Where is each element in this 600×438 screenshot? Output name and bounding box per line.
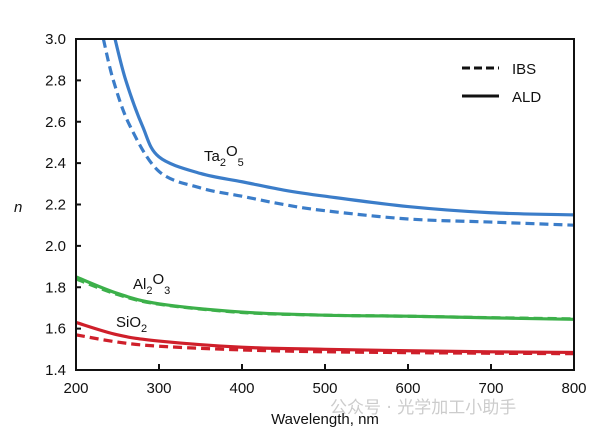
annotation-part: 2 [220, 157, 226, 169]
y-tick-label: 2.6 [45, 114, 66, 131]
legend: IBS ALD [462, 61, 541, 106]
x-axis-label: Wavelength, nm [271, 411, 379, 428]
x-tick-label: 600 [395, 380, 420, 397]
x-tick-label: 200 [63, 380, 88, 397]
y-tick-label: 1.6 [45, 321, 66, 338]
y-tick-label: 1.4 [45, 362, 66, 379]
annotation-part: SiO [116, 314, 141, 331]
y-tick-label: 2.8 [45, 72, 66, 89]
annotation-part: O [226, 143, 238, 160]
y-tick-label: 2.4 [45, 155, 66, 172]
y-tick-label: 3.0 [45, 31, 66, 48]
series-al2o3-ald [76, 275, 574, 321]
series-sio2-ald [76, 320, 574, 355]
series-al2o3-ibs [76, 277, 574, 321]
legend-ibs-label: IBS [512, 61, 536, 78]
annotation-label: SiO2 [116, 314, 147, 335]
y-tick-label: 2.0 [45, 238, 66, 255]
y-tick-label: 1.8 [45, 279, 66, 296]
series-ta2o5-ibs [101, 39, 574, 227]
annotation-part: Ta [204, 148, 221, 165]
annotation-label: Al2O3 [133, 271, 170, 297]
annotation-part: 5 [238, 157, 244, 169]
plot-frame [75, 38, 575, 371]
y-tick-label: 2.2 [45, 197, 66, 214]
series-sio2-ibs [76, 333, 574, 356]
x-tick-label: 300 [146, 380, 171, 397]
x-tick-label: 500 [312, 380, 337, 397]
x-tick-label: 800 [561, 380, 586, 397]
annotation-part: 2 [146, 285, 152, 297]
watermark: 公众号 · 光学加工小助手 [330, 398, 516, 418]
annotation-part: O [152, 271, 164, 288]
annotation-part: 2 [141, 323, 147, 335]
series-ta2o5-ald [113, 39, 574, 217]
x-tick-label: 700 [478, 380, 503, 397]
annotation-label: Ta2O5 [204, 143, 244, 169]
annotation-part: 3 [164, 285, 170, 297]
x-tick-label: 400 [229, 380, 254, 397]
y-axis-label: n [14, 199, 22, 216]
legend-ald-label: ALD [512, 89, 541, 106]
annotation-part: Al [133, 276, 146, 293]
